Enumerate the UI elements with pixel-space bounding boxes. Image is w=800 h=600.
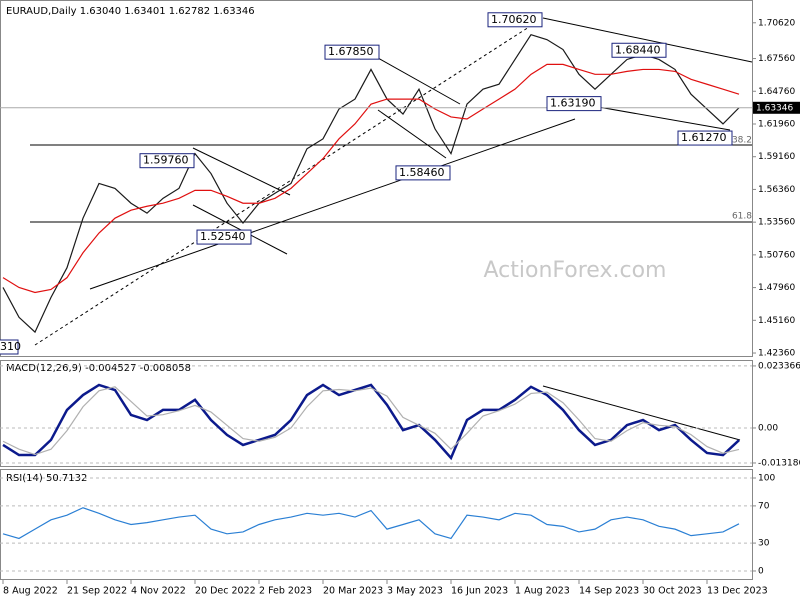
x-tick-label: 20 Mar 2023: [323, 586, 383, 597]
annotation-box: [487, 12, 543, 28]
y-tick-label: 1.45160: [758, 316, 795, 326]
x-tick-label: 13 Dec 2023: [707, 586, 768, 597]
y-tick-label: 1.50760: [758, 250, 795, 260]
annotation-box: [546, 96, 602, 112]
annotation-box: [611, 42, 667, 58]
x-tick-label: 20 Dec 2022: [195, 586, 256, 597]
annotation-box: [395, 165, 451, 181]
y-tick-label: 1.47960: [758, 283, 795, 293]
y-tick-label: 70: [758, 501, 770, 511]
y-tick-label: 1.56360: [758, 185, 795, 195]
y-tick-label: 0.023366: [758, 361, 800, 371]
x-tick-label: 3 May 2023: [387, 586, 443, 597]
annotation-label: 1.58460: [399, 166, 445, 179]
rsi-panel: [0, 469, 753, 580]
annotation-label: 1.52540: [200, 230, 246, 243]
annotation-box: [0, 339, 19, 355]
rsi-title: RSI(14) 50.7132: [6, 473, 87, 484]
x-tick-label: 16 Jun 2023: [451, 586, 508, 597]
x-tick-label: 2 Feb 2023: [259, 586, 312, 597]
x-tick-label: 30 Oct 2023: [643, 586, 702, 597]
y-tick-label: 1.42360: [758, 349, 795, 359]
annotation-label: 1.70620: [491, 13, 537, 26]
series-line: [2, 386, 740, 456]
series-line: [2, 63, 740, 294]
price-panel: [0, 0, 753, 357]
fib-label: 38.2: [732, 136, 752, 146]
y-tick-label: 1.64760: [758, 87, 795, 97]
x-tick-label: 14 Sep 2023: [579, 586, 639, 597]
last-price-label: 1.63346: [756, 103, 793, 113]
series-line: [2, 34, 740, 334]
annotation-box: [677, 130, 733, 146]
y-tick-label: 1.53560: [758, 218, 795, 228]
annotation-label: 1.67850: [328, 45, 374, 58]
annotation-box: [196, 229, 252, 245]
y-tick-label: 1.59160: [758, 152, 795, 162]
y-tick-label: 1.67560: [758, 54, 795, 64]
annotation-label: 1.63190: [550, 97, 596, 110]
watermark: ActionForex.com: [484, 258, 667, 283]
annotation-box: [324, 44, 380, 60]
y-tick-label: 0: [758, 566, 764, 576]
annotation-label: 1.59760: [143, 154, 189, 167]
x-tick-label: 21 Sep 2022: [67, 586, 127, 597]
y-tick-label: 0.00: [758, 423, 778, 433]
y-tick-label: 30: [758, 539, 770, 549]
x-tick-label: 8 Aug 2022: [3, 586, 58, 597]
x-tick-label: 4 Nov 2022: [131, 586, 186, 597]
x-tick-label: 1 Aug 2023: [515, 586, 570, 597]
annotation-label: 310: [0, 340, 21, 353]
annotation-label: 1.61270: [681, 131, 727, 144]
last-price-box: [753, 101, 800, 114]
series-line: [2, 507, 740, 540]
series-line: [2, 383, 740, 461]
y-tick-label: 1.61960: [758, 119, 795, 129]
y-tick-label: 100: [758, 473, 775, 483]
fib-label: 61.8: [732, 212, 752, 222]
chart-title: EURAUD,Daily 1.63040 1.63401 1.62782 1.6…: [6, 6, 255, 17]
annotation-label: 1.68440: [615, 43, 661, 56]
trendlines: [34, 17, 753, 441]
y-tick-label: 1.70620: [758, 18, 795, 28]
macd-title: MACD(12,26,9) -0.004527 -0.008058: [6, 363, 191, 374]
macd-panel: [0, 360, 753, 467]
annotation-box: [139, 153, 195, 169]
y-tick-label: -0.013186: [758, 458, 800, 468]
